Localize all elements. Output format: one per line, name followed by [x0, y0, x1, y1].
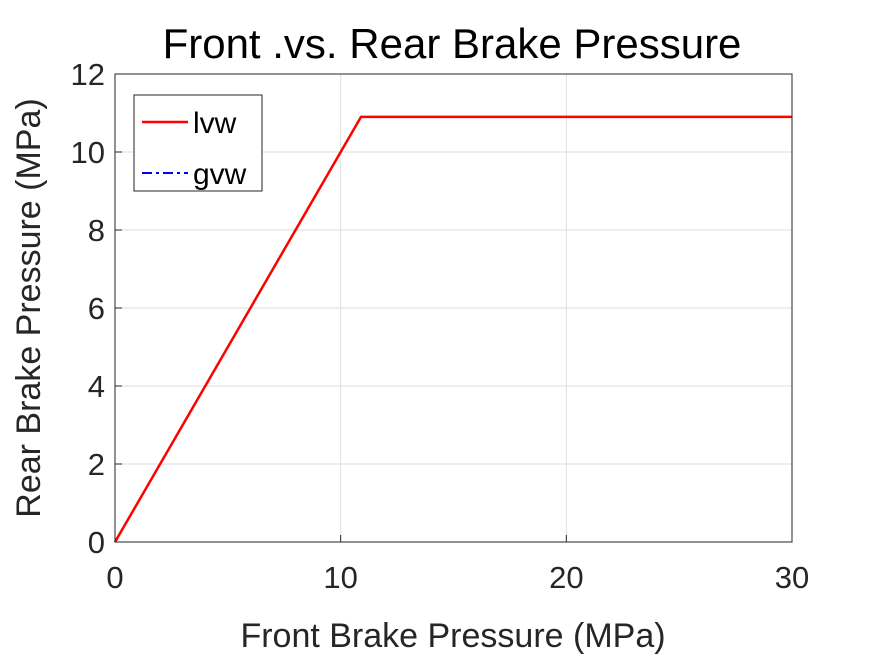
x-tick-label: 20 [549, 560, 583, 595]
ticks: 0 10 20 30 0 2 4 6 8 10 12 [71, 57, 810, 595]
x-tick-label: 10 [323, 560, 357, 595]
x-tick-label: 0 [106, 560, 123, 595]
x-axis-label: Front Brake Pressure (MPa) [240, 617, 665, 655]
y-tick-label: 6 [88, 291, 105, 326]
legend-label-lvw: lvw [193, 107, 237, 140]
series-line-lvw [113, 115, 792, 543]
legend: lvw gvw [133, 94, 263, 192]
y-tick-label: 0 [88, 525, 105, 560]
y-tick-label: 12 [71, 57, 105, 92]
chart-title: Front .vs. Rear Brake Pressure [163, 20, 742, 67]
y-axis-label: Rear Brake Pressure (MPa) [10, 98, 48, 517]
y-tick-label: 10 [71, 135, 105, 170]
legend-box [133, 94, 263, 192]
y-tick-label: 2 [88, 447, 105, 482]
x-tick-label: 30 [775, 560, 809, 595]
y-tick-label: 8 [88, 213, 105, 248]
legend-label-gvw: gvw [193, 158, 247, 191]
y-tick-label: 4 [88, 369, 105, 404]
